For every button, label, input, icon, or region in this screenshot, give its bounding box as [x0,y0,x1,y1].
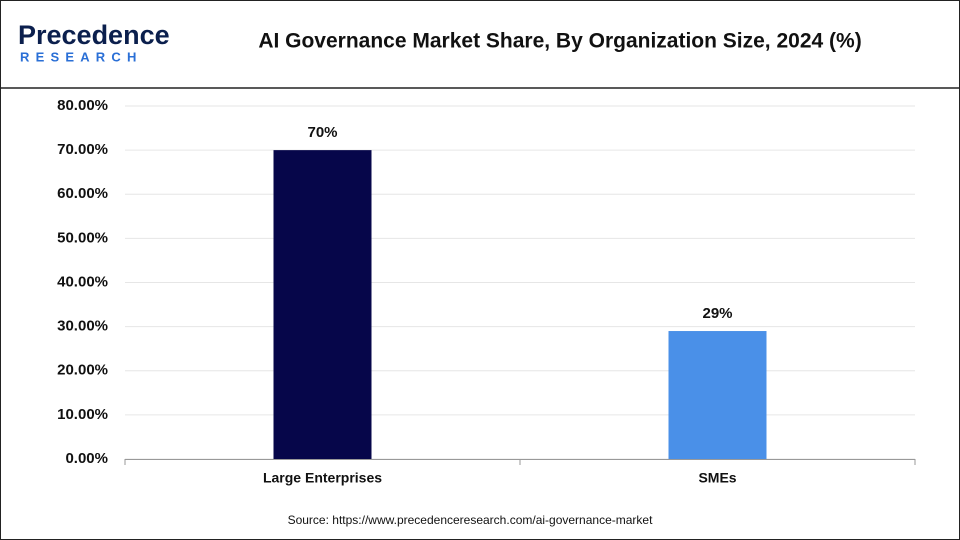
x-tick-label: SMEs [698,470,736,486]
value-label: 29% [702,305,732,322]
y-tick-label: 50.00% [57,229,108,246]
chart-title: AI Governance Market Share, By Organizat… [258,30,861,53]
y-tick-label: 20.00% [57,362,108,379]
bar [668,331,767,459]
logo-tagline: RESEARCH [20,49,143,64]
y-tick-label: 40.00% [57,273,108,290]
value-label: 70% [307,124,337,141]
y-tick-label: 80.00% [57,97,108,114]
source-note: Source: https://www.precedenceresearch.c… [288,513,654,527]
bar [273,150,372,459]
logo-name: Precedence [18,20,170,50]
y-tick-label: 10.00% [57,406,108,423]
y-tick-label: 70.00% [57,141,108,158]
y-tick-label: 0.00% [65,450,108,467]
y-tick-label: 60.00% [57,185,108,202]
y-tick-label: 30.00% [57,318,108,335]
plot-area: 0.00% 10.00% 20.00% 30.00% 40.00% 50.00% 60.00… [57,97,915,486]
x-tick-label: Large Enterprises [263,470,382,486]
